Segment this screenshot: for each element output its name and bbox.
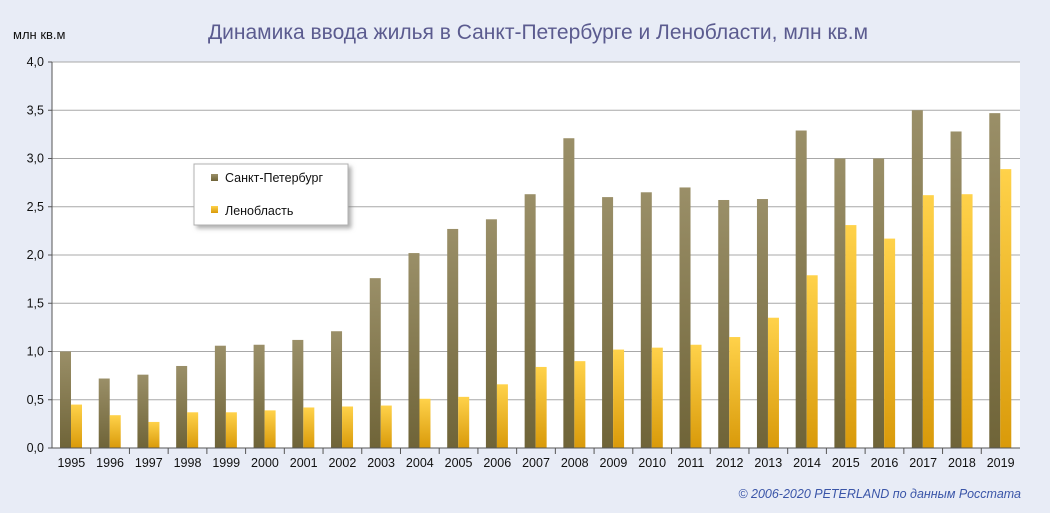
bar-leningrad-oblast — [613, 349, 625, 448]
bar-leningrad-oblast — [419, 398, 431, 448]
x-tick-label: 1995 — [57, 456, 85, 470]
x-tick-label: 2017 — [909, 456, 937, 470]
bar-leningrad-oblast — [71, 404, 82, 448]
credit-text: © 2006-2020 PETERLAND по данным Росстата — [738, 487, 1021, 501]
bar-leningrad-oblast — [729, 337, 741, 448]
bar-spb — [950, 131, 962, 449]
x-tick-label: 2008 — [561, 456, 589, 470]
y-tick-label: 1,5 — [27, 296, 44, 310]
bar-leningrad-oblast — [961, 194, 973, 448]
x-tick-label: 2003 — [367, 456, 395, 470]
bar-leningrad-oblast — [806, 275, 818, 448]
bar-leningrad-oblast — [574, 361, 586, 448]
x-tick-labels: 1995 1996 1997 1998 1999 2000 2001 2002 2003 2004… — [57, 448, 1015, 470]
x-tick-label: 2001 — [290, 456, 318, 470]
bar-leningrad-oblast — [264, 410, 276, 448]
bar-spb — [214, 345, 226, 448]
bar-leningrad-oblast — [651, 347, 663, 448]
x-tick-label: 1997 — [135, 456, 163, 470]
legend-label-lo: Ленобласть — [225, 204, 293, 218]
bar-spb — [331, 331, 343, 448]
bar-spb — [292, 339, 304, 448]
bar-leningrad-oblast — [922, 195, 934, 448]
x-tick-label: 1996 — [96, 456, 124, 470]
legend: Санкт-Петербург Ленобласть — [193, 163, 349, 226]
chart-title: Динамика ввода жилья в Санкт-Петербурге … — [208, 21, 868, 44]
y-axis-unit-label: млн кв.м — [13, 27, 66, 42]
bar-leningrad-oblast — [148, 421, 160, 448]
bar-spb — [602, 197, 614, 448]
bar-leningrad-oblast — [845, 225, 857, 448]
x-tick-label: 2016 — [871, 456, 899, 470]
x-tick-label: 2005 — [445, 456, 473, 470]
bar-spb — [679, 187, 691, 448]
x-tick-label: 2010 — [638, 456, 666, 470]
bar-spb — [253, 344, 265, 448]
bar-spb — [176, 365, 188, 448]
bar-leningrad-oblast — [109, 415, 121, 448]
bar-leningrad-oblast — [380, 405, 392, 448]
legend-swatch-spb — [211, 174, 218, 181]
bar-leningrad-oblast — [303, 407, 315, 448]
x-tick-label: 2018 — [948, 456, 976, 470]
y-tick-label: 1,0 — [27, 345, 44, 359]
x-tick-label: 2014 — [793, 456, 821, 470]
bar-leningrad-oblast — [496, 384, 508, 448]
x-tick-label: 2013 — [754, 456, 782, 470]
axes — [51, 62, 1020, 449]
bar-spb — [408, 253, 420, 448]
bar-spb — [795, 130, 807, 448]
bar-spb — [718, 199, 730, 448]
bar-leningrad-oblast — [1000, 169, 1012, 449]
x-tick-label: 2000 — [251, 456, 279, 470]
bar-spb — [447, 228, 459, 448]
bar-leningrad-oblast — [690, 344, 702, 448]
bar-spb — [98, 378, 110, 448]
legend-swatch-lo — [211, 206, 218, 213]
bar-spb — [756, 199, 768, 448]
x-tick-label: 1999 — [212, 456, 240, 470]
y-tick-label: 3,0 — [27, 152, 44, 166]
x-tick-label: 1998 — [174, 456, 202, 470]
bar-spb — [485, 219, 497, 448]
bars — [60, 110, 1012, 449]
y-tick-label: 4,0 — [27, 55, 44, 69]
bar-spb — [989, 113, 1001, 449]
bar-leningrad-oblast — [535, 366, 547, 448]
y-tick-label: 2,0 — [27, 248, 44, 262]
legend-label-spb: Санкт-Петербург — [225, 171, 323, 185]
legend-box — [193, 163, 349, 226]
x-tick-label: 2011 — [677, 456, 704, 470]
bar-spb — [911, 110, 923, 448]
bar-spb — [563, 138, 575, 449]
bar-leningrad-oblast — [884, 238, 896, 448]
bar-leningrad-oblast — [342, 406, 354, 448]
y-tick-label: 2,5 — [27, 200, 44, 214]
bar-spb — [524, 194, 536, 448]
x-tick-label: 2019 — [987, 456, 1015, 470]
bar-leningrad-oblast — [458, 396, 470, 448]
bar-spb — [60, 351, 71, 448]
bar-spb — [873, 158, 885, 448]
bar-spb — [137, 374, 149, 448]
y-tick-label: 0,0 — [27, 441, 44, 455]
bar-leningrad-oblast — [187, 412, 199, 448]
bar-leningrad-oblast — [225, 412, 237, 448]
bar-leningrad-oblast — [767, 317, 779, 448]
x-tick-label: 2006 — [483, 456, 511, 470]
y-tick-label: 3,5 — [27, 103, 44, 117]
x-tick-label: 2015 — [832, 456, 860, 470]
bar-spb — [640, 192, 652, 448]
y-tick-label: 0,5 — [27, 393, 44, 407]
y-tick-labels: 0,0 0,5 1,0 1,5 2,0 2,5 3,0 3,5 4,0 — [27, 55, 44, 455]
x-tick-label: 2009 — [600, 456, 628, 470]
x-tick-label: 2007 — [522, 456, 550, 470]
x-tick-label: 2002 — [328, 456, 356, 470]
x-tick-label: 2004 — [406, 456, 434, 470]
bar-spb — [834, 158, 846, 448]
x-tick-label: 2012 — [716, 456, 744, 470]
bar-spb — [369, 278, 381, 448]
